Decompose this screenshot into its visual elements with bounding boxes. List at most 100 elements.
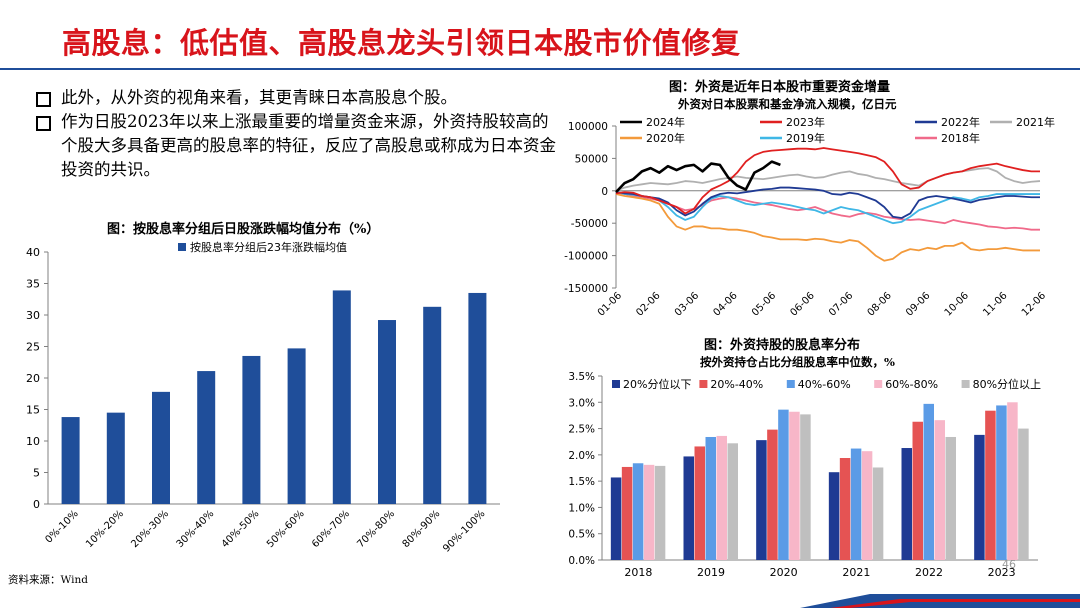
bar: [850, 448, 862, 560]
bar: [756, 440, 767, 560]
bar: [106, 412, 125, 504]
legend-swatch: [612, 380, 620, 388]
y-tick-label: 40: [26, 246, 40, 259]
legend-label: 40%-60%: [798, 378, 851, 391]
legend-label: 20%分位以下: [623, 377, 691, 391]
y-tick-label: 0: [33, 498, 40, 511]
x-tick-label: 03-06: [673, 290, 701, 318]
x-tick-label: 40%-50%: [220, 508, 262, 550]
x-tick-label: 80%-90%: [401, 508, 443, 550]
chart2-title: 外资对日本股票和基金净流入规模，亿日元: [678, 97, 897, 111]
y-tick-label: 2.5%: [568, 424, 595, 436]
chart2-caption: 图：外资是近年日本股市重要资金增量: [669, 80, 891, 95]
legend-label: 20%-40%: [710, 378, 763, 391]
x-tick-label: 2019: [697, 566, 725, 579]
bar: [923, 403, 934, 560]
y-tick-label: 25: [26, 341, 40, 354]
bar: [716, 435, 727, 560]
bar: [912, 421, 923, 560]
bar: [610, 477, 622, 560]
bullet-list: 此外，从外资的视角来看，其更青睐日本高股息个股。 作为日股2023年以来上涨最重…: [36, 86, 556, 182]
x-tick-label: 2021: [842, 566, 870, 579]
legend-label: 2024年: [646, 115, 685, 129]
bar: [839, 458, 851, 560]
y-tick-label: 0: [601, 186, 608, 198]
y-tick-label: 0.5%: [568, 529, 595, 541]
bullet-text: 此外，从外资的视角来看，其更青睐日本高股息个股。: [61, 88, 457, 107]
bar: [468, 292, 487, 504]
x-tick-label: 06-06: [789, 290, 817, 318]
x-tick-label: 70%-80%: [355, 508, 397, 550]
bar: [861, 451, 873, 560]
legend-label: 80%分位以上: [973, 377, 1041, 391]
x-tick-label: 08-06: [866, 290, 894, 318]
y-tick-label: 30: [26, 309, 40, 322]
x-tick-label: 2018: [624, 566, 652, 579]
bar: [767, 429, 778, 560]
x-tick-label: 11-06: [981, 290, 1009, 318]
x-tick-label: 07-06: [827, 290, 855, 318]
legend-label: 2022年: [941, 115, 980, 129]
bar: [985, 410, 996, 560]
bar: [901, 448, 912, 560]
source-note: 资料来源：Wind: [8, 574, 88, 586]
bar: [934, 420, 945, 560]
bar: [152, 391, 170, 504]
chart3-caption: 图：外资持股的股息率分布: [704, 338, 861, 353]
x-tick-label: 2023: [988, 566, 1016, 579]
bar: [727, 443, 738, 560]
bar: [61, 417, 80, 504]
bar: [683, 456, 694, 560]
bar: [705, 436, 716, 560]
legend-swatch: [961, 380, 970, 388]
bar: [242, 355, 261, 504]
x-tick-label: 10-06: [943, 290, 971, 318]
legend-label: 2021年: [1016, 115, 1055, 129]
foreign-holding-yield-bar-chart: 0.0% 0.5% 1.0% 1.5% 2.0% 2.5% 3.0% 3.5% 2018 2019…: [568, 371, 1041, 579]
series-line: [615, 193, 1040, 262]
legend-swatch: [178, 243, 186, 251]
bar: [621, 466, 633, 560]
legend-label: 2020年: [646, 131, 685, 145]
series-line: [615, 167, 1041, 192]
legend-swatch: [874, 380, 883, 388]
bar: [1018, 428, 1029, 560]
bar: [378, 320, 396, 504]
bar: [632, 463, 644, 560]
checkbox-bullet-icon: [36, 92, 51, 107]
y-tick-label: 2.0%: [568, 450, 595, 462]
page-number: 46: [1002, 558, 1016, 571]
bullet-item: 作为日股2023年以来上涨最重要的增量资金来源，外资持股较高的个股大多具备更高的…: [36, 110, 556, 182]
bar: [800, 414, 811, 560]
y-tick-label: 10: [26, 435, 40, 448]
legend-label: 2019年: [786, 131, 825, 145]
bar: [197, 371, 216, 504]
bar: [778, 409, 789, 560]
x-tick-label: 04-06: [711, 290, 739, 318]
page-title: 高股息：低估值、高股息龙头引领日本股市价值修复: [62, 26, 741, 60]
bar: [872, 467, 884, 560]
title-divider: [0, 68, 1080, 70]
y-tick-label: 35: [26, 278, 40, 291]
legend-label: 2023年: [786, 115, 825, 129]
legend-label: 60%-80%: [885, 378, 938, 391]
y-tick-label: 3.0%: [568, 397, 595, 409]
y-tick-label: 1.5%: [568, 476, 595, 488]
y-tick-label: 1.0%: [568, 502, 595, 514]
y-tick-label: 20: [26, 372, 40, 385]
legend-label: 按股息率分组后23年涨跌幅均值: [190, 240, 347, 254]
x-tick-label: 10%-20%: [84, 508, 126, 550]
footer-decoration: [800, 594, 1080, 608]
series-line: [615, 160, 781, 193]
y-tick-label: 50000: [575, 153, 608, 165]
x-tick-label: 30%-40%: [175, 508, 217, 550]
bar: [945, 436, 956, 560]
y-tick-label: 100000: [568, 121, 608, 133]
legend-swatch: [786, 380, 795, 388]
series-line: [615, 186, 1040, 219]
bar: [789, 411, 800, 560]
bar: [654, 465, 666, 560]
checkbox-bullet-icon: [36, 116, 51, 131]
bar: [1007, 402, 1018, 560]
x-tick-label: 20%-30%: [129, 508, 171, 550]
